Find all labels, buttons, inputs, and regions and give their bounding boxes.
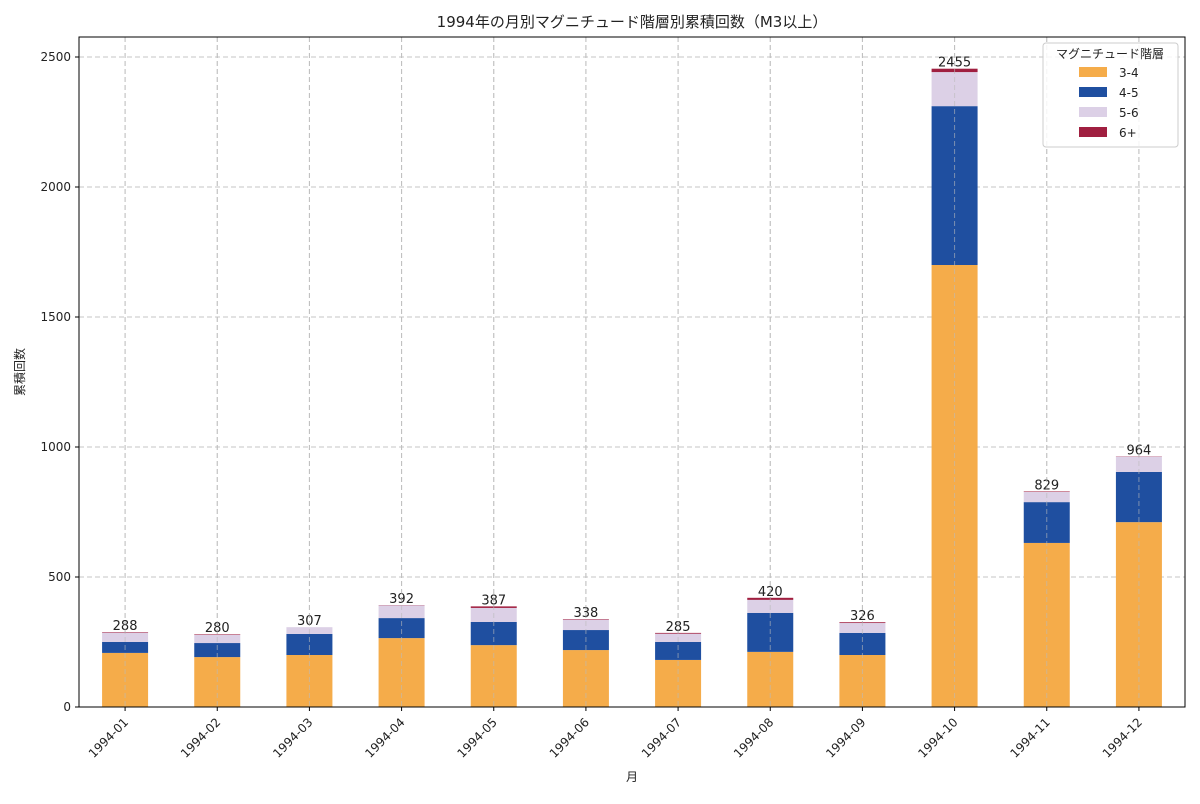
legend-label: 3-4: [1119, 66, 1139, 80]
y-tick-label: 2000: [40, 180, 71, 194]
legend-swatch-6+: [1079, 127, 1107, 137]
chart-title: 1994年の月別マグニチュード階層別累積回数（M3以上）: [437, 13, 828, 31]
x-tick-label: 1994-05: [455, 715, 500, 760]
x-tick-label: 1994-11: [1008, 715, 1053, 760]
y-axis-label: 累積回数: [12, 348, 27, 396]
x-axis-label: 月: [626, 770, 638, 784]
legend-label: 6+: [1119, 126, 1137, 140]
x-tick-label: 1994-01: [86, 715, 131, 760]
x-tick-label: 1994-12: [1100, 715, 1145, 760]
x-tick-label: 1994-09: [823, 715, 868, 760]
x-tick-label: 1994-10: [915, 715, 960, 760]
legend: マグニチュード階層 3-4 4-5 5-6 6+: [1043, 43, 1178, 147]
legend-swatch-3-4: [1079, 67, 1107, 77]
x-tick-label: 1994-06: [547, 715, 592, 760]
plot-frame: [79, 37, 1185, 707]
x-tick-label: 1994-08: [731, 715, 776, 760]
bar-segment-3-4: [655, 660, 701, 707]
x-tick-label: 1994-03: [270, 715, 315, 760]
y-tick-label: 0: [63, 700, 71, 714]
legend-label: 5-6: [1119, 106, 1139, 120]
y-tick-label: 1000: [40, 440, 71, 454]
x-tick-label: 1994-04: [362, 715, 407, 760]
x-tick-label: 1994-02: [178, 715, 223, 760]
y-tick-label: 500: [48, 570, 71, 584]
x-tick-label: 1994-07: [639, 715, 684, 760]
legend-swatch-4-5: [1079, 87, 1107, 97]
legend-title: マグニチュード階層: [1056, 46, 1164, 61]
legend-label: 4-5: [1119, 86, 1139, 100]
y-tick-label: 1500: [40, 310, 71, 324]
legend-swatch-5-6: [1079, 107, 1107, 117]
y-tick-label: 2500: [40, 50, 71, 64]
bar-segment-4-5: [839, 633, 885, 655]
